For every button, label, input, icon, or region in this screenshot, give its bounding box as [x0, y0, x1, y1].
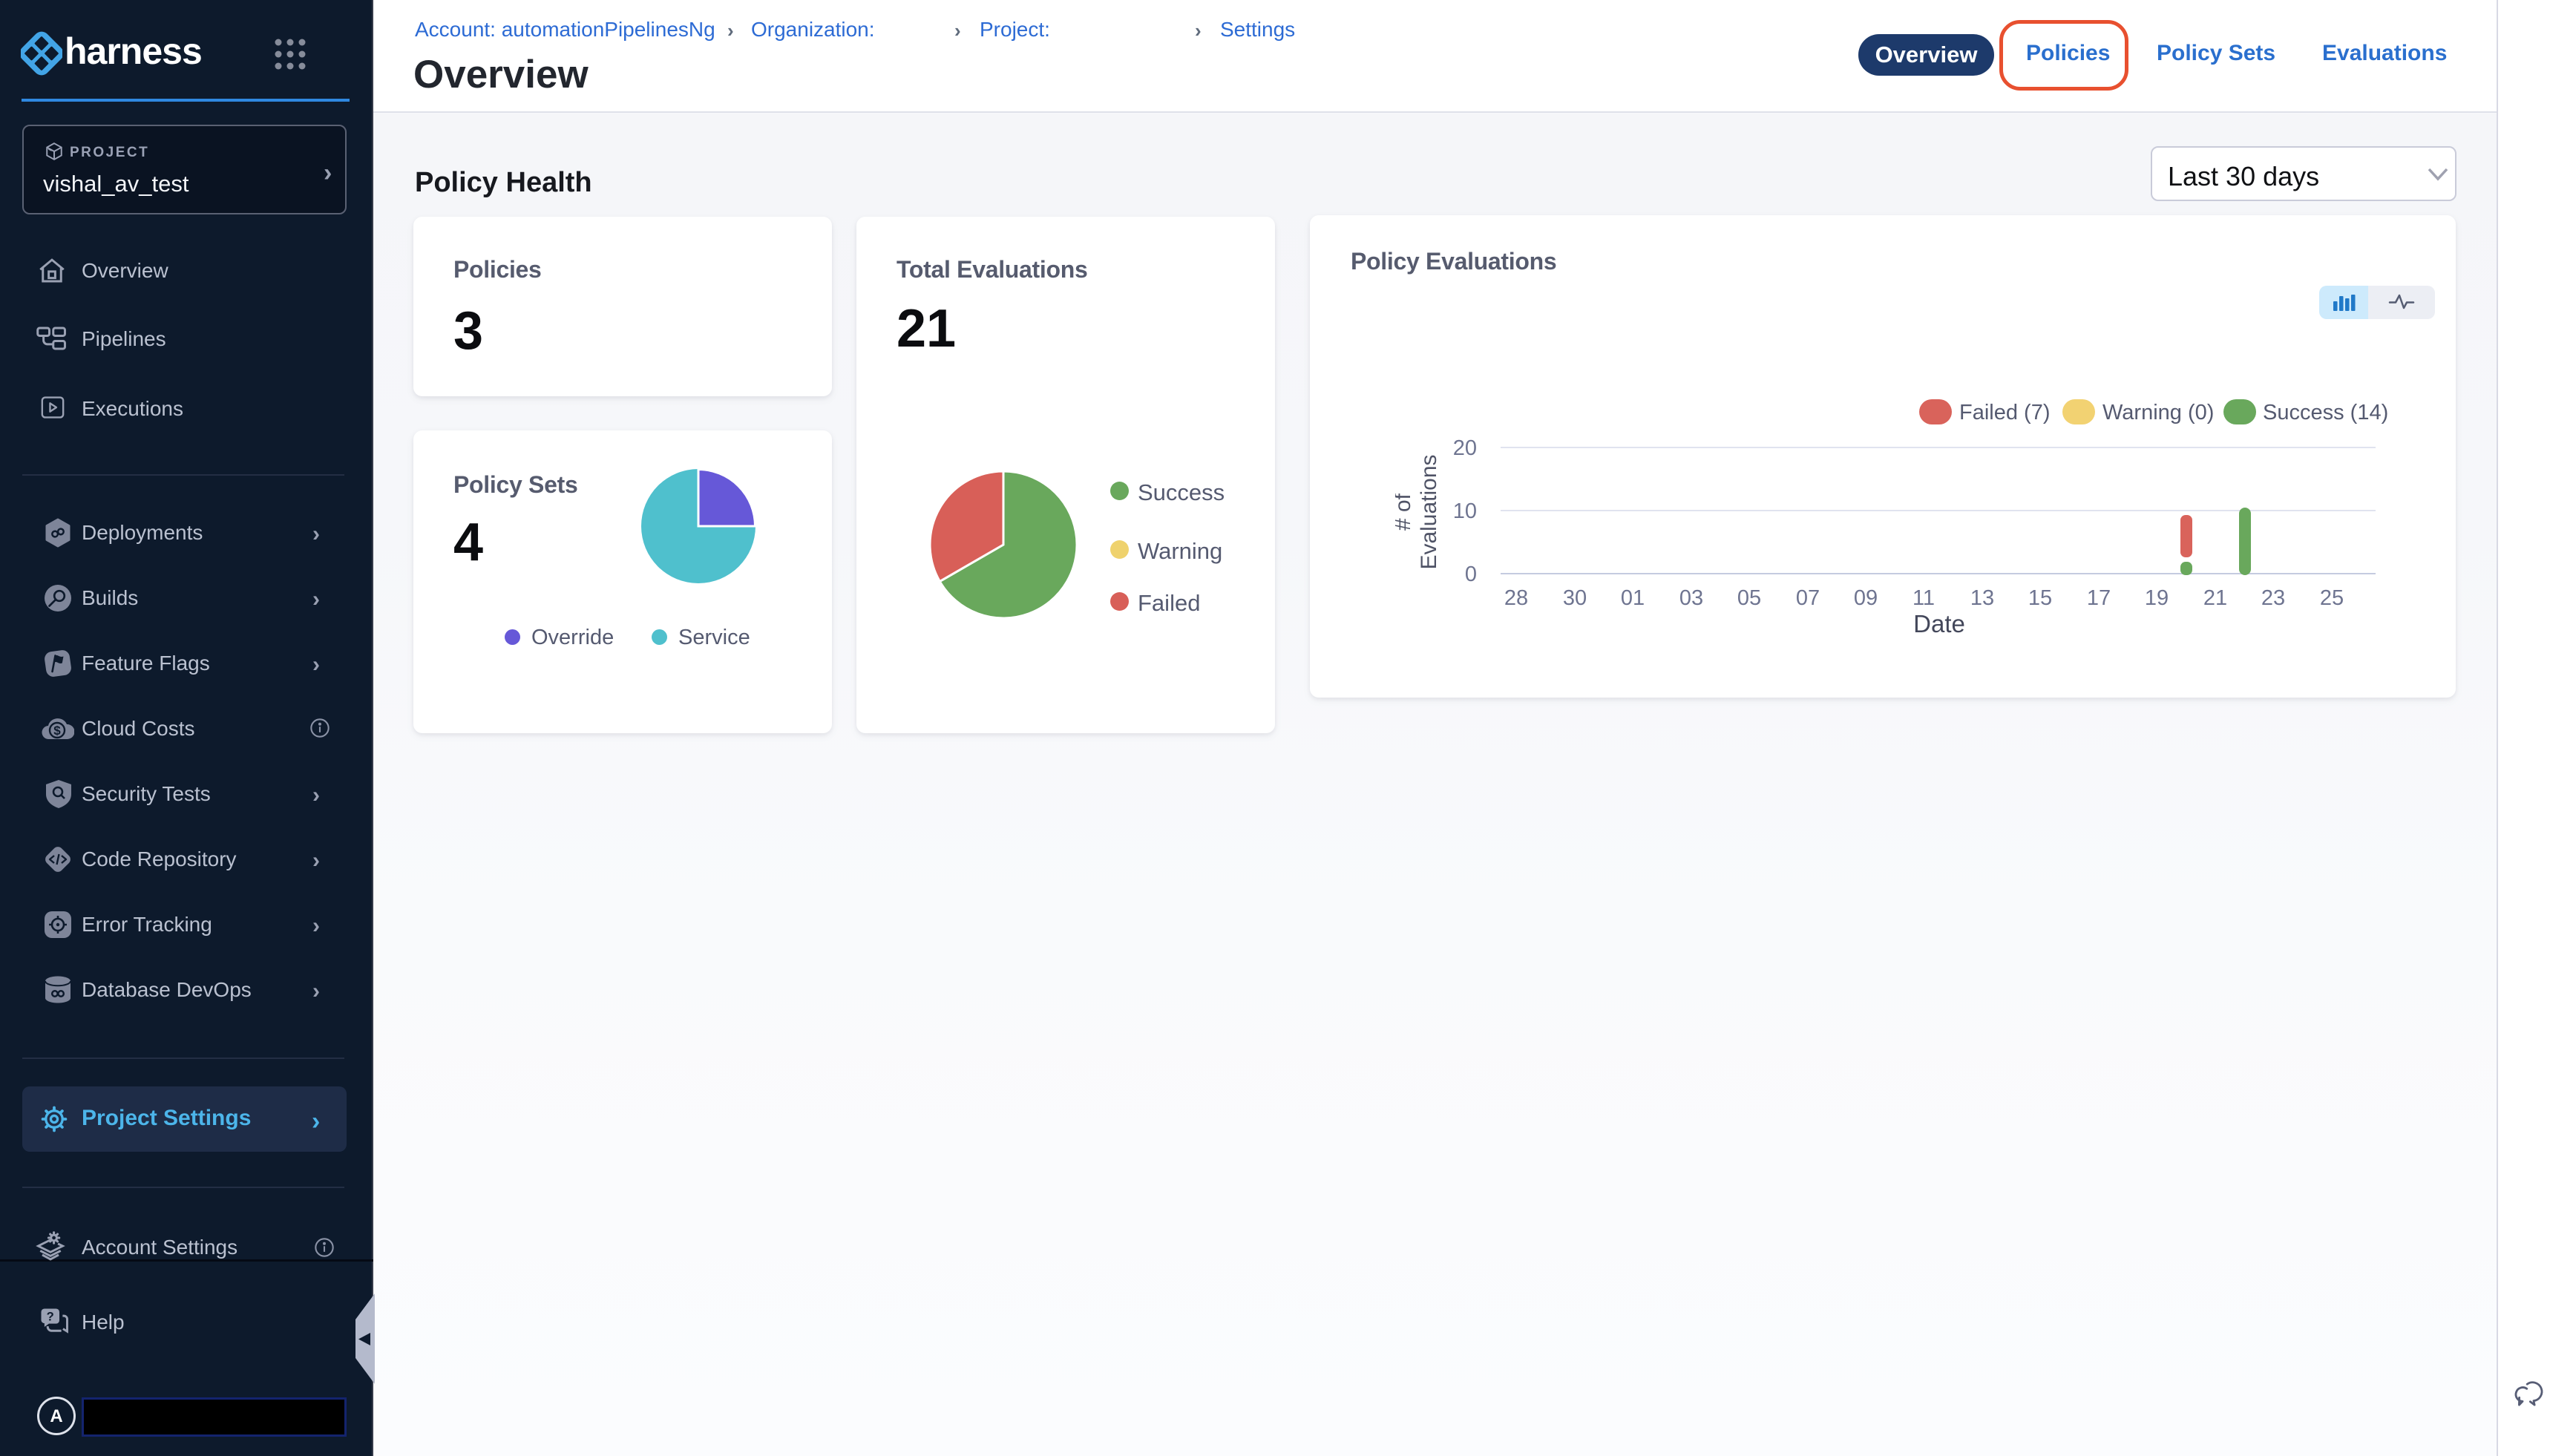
- svg-text:05: 05: [1737, 586, 1761, 610]
- svg-text:30: 30: [1563, 586, 1587, 610]
- svg-text:23: 23: [2261, 586, 2285, 610]
- svg-text:09: 09: [1854, 586, 1878, 610]
- svg-text:25: 25: [2320, 586, 2344, 610]
- svg-text:17: 17: [2087, 586, 2111, 610]
- svg-text:01: 01: [1621, 586, 1645, 610]
- svg-text:20: 20: [1453, 438, 1477, 460]
- svg-text:07: 07: [1796, 586, 1820, 610]
- svg-text:# of: # of: [1395, 493, 1415, 531]
- svg-text:13: 13: [1970, 586, 1994, 610]
- svg-text:28: 28: [1504, 586, 1528, 610]
- svg-text:15: 15: [2028, 586, 2052, 610]
- svg-text:11: 11: [1912, 586, 1935, 610]
- svg-text:19: 19: [2145, 586, 2169, 610]
- svg-text:Evaluations: Evaluations: [1417, 454, 1441, 569]
- svg-text:10: 10: [1453, 499, 1477, 523]
- svg-text:Date: Date: [1913, 610, 1965, 637]
- svg-text:?: ?: [47, 1309, 54, 1323]
- svg-text:0: 0: [1465, 563, 1477, 586]
- svg-text:21: 21: [2203, 586, 2227, 610]
- svg-text:03: 03: [1679, 586, 1703, 610]
- svg-text:$: $: [53, 724, 61, 738]
